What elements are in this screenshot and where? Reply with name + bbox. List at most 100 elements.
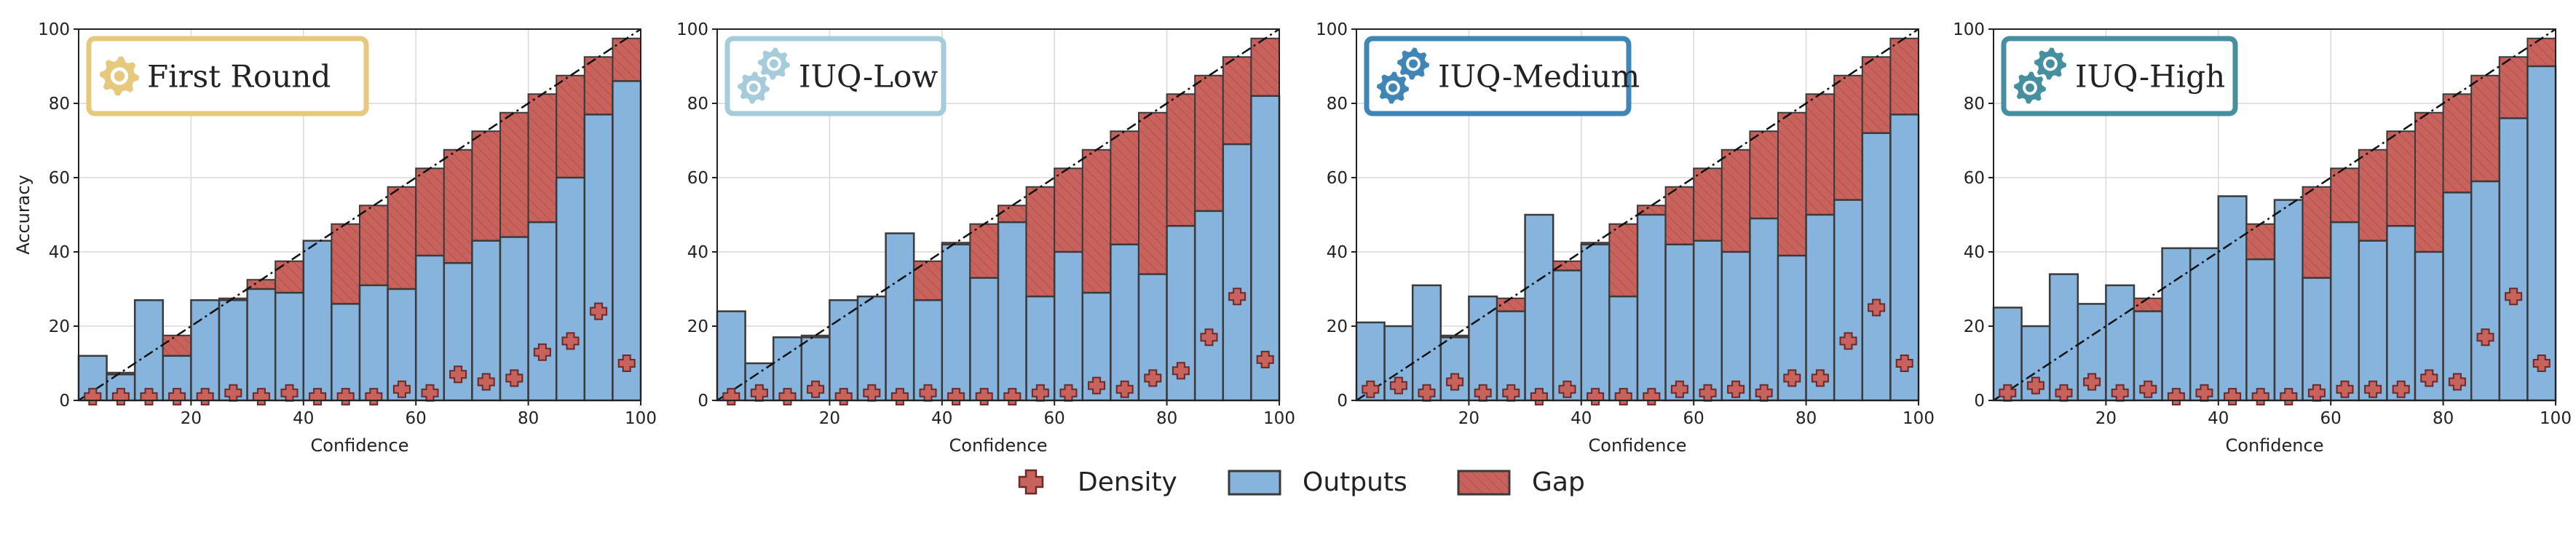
output-bar (2442, 191, 2473, 402)
x-tick-label: 100 (2540, 409, 2572, 428)
output-bar (744, 362, 775, 402)
title-box (86, 36, 369, 116)
output-bar (1468, 295, 1498, 402)
output-bar (1692, 240, 1723, 402)
density-marker (168, 387, 186, 405)
legend-outputs-swatch (1228, 470, 1281, 496)
y-tick-label: 100 (1953, 20, 1985, 39)
gap-bar (1861, 56, 1892, 134)
density-marker (1003, 387, 1022, 405)
y-tick-label: 0 (1337, 392, 1348, 411)
x-tick-label: 40 (2208, 409, 2229, 428)
y-tick-label: 40 (1327, 243, 1348, 262)
perfect-calibration-line (716, 28, 1280, 402)
gap-bar (1637, 205, 1667, 215)
gap-bar (1081, 149, 1112, 294)
gear-icon-center (1409, 59, 1418, 68)
output-bar (1833, 199, 1864, 402)
y-tick-label: 20 (49, 317, 70, 336)
x-tick-label: 40 (931, 409, 952, 428)
perfect-calibration-line (78, 28, 641, 402)
y-tick-label: 40 (49, 243, 70, 262)
output-bar (1749, 217, 1779, 402)
y-tick-label: 80 (1327, 95, 1348, 114)
x-axis-label: Confidence (949, 435, 1048, 456)
output-bar (2302, 277, 2332, 402)
x-tick-label: 20 (1458, 409, 1479, 428)
y-tick-label: 60 (49, 169, 70, 188)
gap-bar (1250, 37, 1281, 97)
x-tick-label: 60 (1683, 409, 1704, 428)
gap-bar (2470, 74, 2500, 183)
density-marker (1362, 380, 1380, 398)
output-bar (1025, 295, 1056, 402)
y-tick-label: 100 (1316, 20, 1348, 39)
gap-bar (359, 205, 389, 286)
gap-bar (2498, 56, 2529, 119)
gap-bar (1025, 186, 1056, 298)
density-marker (1839, 332, 1857, 350)
density-marker (2083, 373, 2101, 391)
output-bar (2105, 284, 2136, 402)
gap-bar (1805, 93, 1836, 215)
plot-frame (1993, 28, 2556, 401)
plot-frame (716, 28, 1280, 401)
density-marker (392, 380, 411, 398)
y-tick-label: 100 (38, 20, 70, 39)
y-tick-label: 60 (1964, 169, 1985, 188)
density-marker (1228, 288, 1246, 306)
x-tick-label: 20 (2095, 409, 2117, 428)
density-marker (1530, 387, 1548, 405)
gap-bar (1166, 93, 1196, 227)
x-tick-label: 60 (1044, 409, 1065, 428)
x-tick-label: 80 (1795, 409, 1817, 428)
y-tick-label: 40 (1964, 243, 1985, 262)
gear-icon (738, 47, 790, 104)
density-marker (1256, 350, 1274, 368)
gap-bar (2386, 130, 2416, 227)
gear-icon-center (749, 83, 758, 92)
y-tick-label: 60 (1327, 169, 1348, 188)
y-tick-label: 80 (1964, 95, 1985, 114)
output-bar (2470, 180, 2501, 402)
y-tick-label: 40 (687, 243, 708, 262)
output-bar (555, 176, 586, 402)
output-bar (583, 114, 614, 402)
panel-2: 0 20 40 60 80 100 20 40 60 80 100 Confidence IUQ-Low (676, 20, 1295, 456)
output-bar (133, 299, 165, 402)
output-bar (190, 299, 221, 402)
output-bar (612, 80, 642, 402)
gap-bar (527, 93, 558, 223)
density-marker (2532, 355, 2551, 372)
density-marker (533, 343, 551, 361)
gap-bar (556, 74, 585, 178)
gap-bar (1138, 111, 1168, 275)
density-marker (449, 365, 467, 384)
density-marker (1558, 380, 1576, 398)
density-marker (834, 387, 853, 405)
y-tick-label: 20 (687, 317, 708, 336)
output-bar (1411, 284, 1442, 402)
density-marker (1614, 387, 1632, 405)
density-marker (1446, 373, 1464, 391)
panel-title: First Round (147, 59, 331, 95)
density-marker (722, 387, 740, 405)
gap-bar (1608, 223, 1638, 298)
gap-bar (969, 223, 1000, 279)
x-tick-label: 80 (2433, 409, 2454, 428)
gap-bar (415, 167, 445, 257)
density-marker (2476, 328, 2494, 347)
gap-bar (1054, 167, 1083, 253)
x-tick-label: 60 (406, 409, 427, 428)
density-marker (2224, 387, 2242, 405)
density-marker (84, 387, 102, 405)
output-bar (885, 232, 915, 402)
gap-bar (1720, 149, 1751, 253)
density-marker (2505, 288, 2523, 306)
density-marker (1200, 328, 1218, 347)
output-bar (302, 240, 333, 402)
output-bar (331, 303, 361, 402)
output-bar (274, 291, 305, 402)
output-bar (856, 295, 887, 402)
y-tick-label: 0 (1974, 392, 1985, 411)
